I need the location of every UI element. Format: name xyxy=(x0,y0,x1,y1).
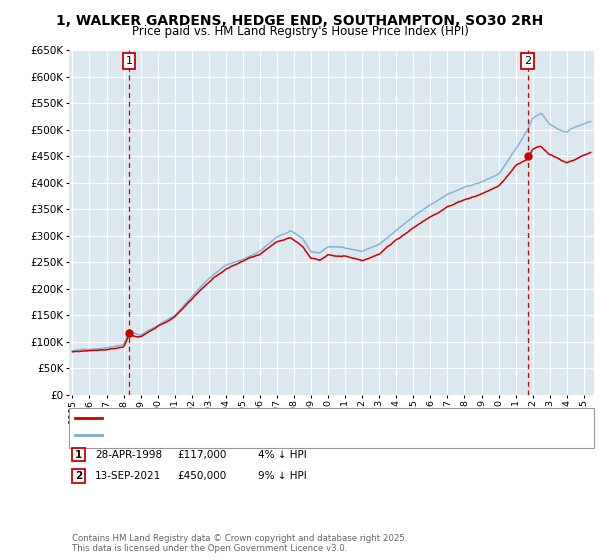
Text: 4% ↓ HPI: 4% ↓ HPI xyxy=(258,450,307,460)
Text: £117,000: £117,000 xyxy=(177,450,226,460)
Text: 9% ↓ HPI: 9% ↓ HPI xyxy=(258,471,307,481)
Text: 1: 1 xyxy=(75,450,82,460)
Text: 2: 2 xyxy=(524,56,531,66)
Text: Price paid vs. HM Land Registry's House Price Index (HPI): Price paid vs. HM Land Registry's House … xyxy=(131,25,469,38)
Text: 2: 2 xyxy=(75,471,82,481)
Text: HPI: Average price, detached house, Eastleigh: HPI: Average price, detached house, East… xyxy=(109,430,340,440)
Text: 1, WALKER GARDENS, HEDGE END, SOUTHAMPTON, SO30 2RH: 1, WALKER GARDENS, HEDGE END, SOUTHAMPTO… xyxy=(56,14,544,28)
Text: 13-SEP-2021: 13-SEP-2021 xyxy=(95,471,161,481)
Text: 1: 1 xyxy=(125,56,133,66)
Text: £450,000: £450,000 xyxy=(177,471,226,481)
Text: 1, WALKER GARDENS, HEDGE END, SOUTHAMPTON, SO30 2RH (detached house): 1, WALKER GARDENS, HEDGE END, SOUTHAMPTO… xyxy=(109,413,514,423)
Text: Contains HM Land Registry data © Crown copyright and database right 2025.
This d: Contains HM Land Registry data © Crown c… xyxy=(72,534,407,553)
Text: 28-APR-1998: 28-APR-1998 xyxy=(95,450,162,460)
